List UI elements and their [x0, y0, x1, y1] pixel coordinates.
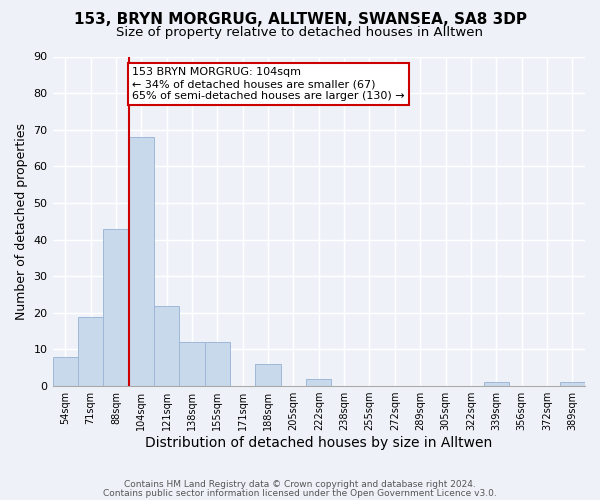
Bar: [103, 228, 128, 386]
X-axis label: Distribution of detached houses by size in Alltwen: Distribution of detached houses by size …: [145, 436, 493, 450]
Y-axis label: Number of detached properties: Number of detached properties: [15, 123, 28, 320]
Text: 153 BRYN MORGRUG: 104sqm
← 34% of detached houses are smaller (67)
65% of semi-d: 153 BRYN MORGRUG: 104sqm ← 34% of detach…: [133, 68, 405, 100]
Bar: [306, 379, 331, 386]
Bar: [256, 364, 281, 386]
Bar: [205, 342, 230, 386]
Bar: [154, 306, 179, 386]
Text: Contains public sector information licensed under the Open Government Licence v3: Contains public sector information licen…: [103, 488, 497, 498]
Bar: [78, 316, 103, 386]
Text: Contains HM Land Registry data © Crown copyright and database right 2024.: Contains HM Land Registry data © Crown c…: [124, 480, 476, 489]
Bar: [53, 357, 78, 386]
Bar: [484, 382, 509, 386]
Text: 153, BRYN MORGRUG, ALLTWEN, SWANSEA, SA8 3DP: 153, BRYN MORGRUG, ALLTWEN, SWANSEA, SA8…: [74, 12, 527, 28]
Text: Size of property relative to detached houses in Alltwen: Size of property relative to detached ho…: [116, 26, 484, 39]
Bar: [179, 342, 205, 386]
Bar: [560, 382, 585, 386]
Bar: [128, 137, 154, 386]
